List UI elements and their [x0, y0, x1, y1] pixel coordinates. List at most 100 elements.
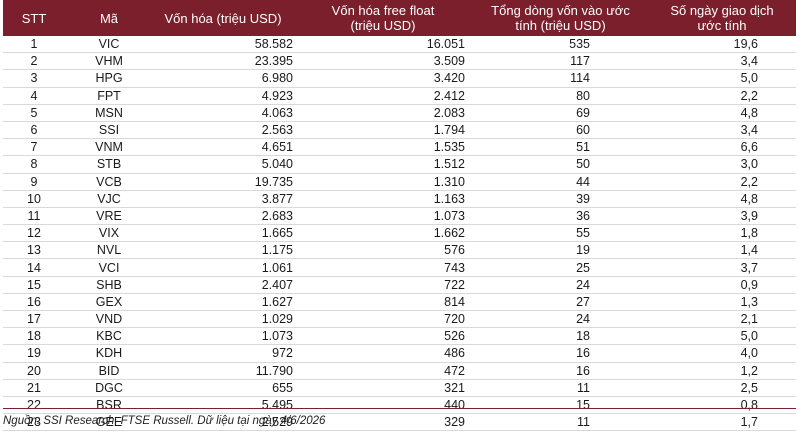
cell-ma: KDH	[65, 344, 153, 363]
cell-ma: VNM	[65, 138, 153, 157]
cell-stt: 18	[3, 327, 65, 346]
table-row: 3 HPG 6.980 3.420 114 5,0	[3, 69, 796, 88]
cell-free-float: 526	[293, 327, 473, 346]
cell-ma: HPG	[65, 69, 153, 88]
table-header-row: STT Mã Vốn hóa (triệu USD) Vốn hóa free …	[3, 0, 796, 36]
cell-von-hoa: 2.683	[153, 207, 293, 226]
header-ma: Mã	[99, 10, 119, 26]
cell-so-ngay: 2,5	[648, 379, 796, 397]
cell-dong-von: 15	[473, 396, 648, 415]
cell-von-hoa: 58.582	[153, 36, 293, 54]
cell-dong-von: 80	[473, 87, 648, 105]
header-so-ngay-line2: ước tính	[697, 18, 747, 33]
cell-dong-von: 51	[473, 138, 648, 157]
cell-von-hoa: 5.040	[153, 155, 293, 174]
table-row: 9 VCB 19.735 1.310 44 2,2	[3, 173, 796, 191]
header-free-float-line1: Vốn hóa free float	[331, 3, 435, 18]
cell-von-hoa: 6.980	[153, 69, 293, 88]
cell-stt: 20	[3, 362, 65, 380]
cell-stt: 19	[3, 344, 65, 363]
cell-dong-von: 16	[473, 362, 648, 380]
cell-dong-von: 69	[473, 104, 648, 122]
cell-so-ngay: 3,9	[648, 207, 796, 226]
table-row: 18 KBC 1.073 526 18 5,0	[3, 327, 796, 346]
cell-ma: MSN	[65, 104, 153, 122]
cell-stt: 2	[3, 52, 65, 71]
table-row: 2 VHM 23.395 3.509 117 3,4	[3, 52, 796, 71]
cell-ma: FPT	[65, 87, 153, 105]
cell-stt: 13	[3, 241, 65, 260]
cell-ma: DGC	[65, 379, 153, 397]
cell-stt: 14	[3, 258, 65, 277]
cell-von-hoa: 23.395	[153, 52, 293, 71]
cell-stt: 8	[3, 155, 65, 174]
cell-von-hoa: 1.175	[153, 241, 293, 260]
header-dong-von-line1: Tổng dòng vốn vào ước	[491, 3, 630, 18]
cell-so-ngay: 0,8	[648, 396, 796, 415]
bottom-divider	[3, 408, 796, 409]
cell-ma: VCB	[65, 173, 153, 191]
cell-free-float: 814	[293, 293, 473, 312]
cell-so-ngay: 6,6	[648, 138, 796, 157]
cell-so-ngay: 1,3	[648, 293, 796, 312]
cell-ma: NVL	[65, 241, 153, 260]
cell-stt: 21	[3, 379, 65, 397]
table-row: 6 SSI 2.563 1.794 60 3,4	[3, 121, 796, 140]
cell-dong-von: 55	[473, 224, 648, 243]
cell-stt: 11	[3, 207, 65, 226]
table-row: 20 BID 11.790 472 16 1,2	[3, 362, 796, 380]
cell-free-float: 3.420	[293, 69, 473, 88]
cell-dong-von: 24	[473, 276, 648, 294]
cell-free-float: 720	[293, 310, 473, 329]
cell-free-float: 2.083	[293, 104, 473, 122]
cell-ma: VIC	[65, 36, 153, 54]
cell-so-ngay: 1,4	[648, 241, 796, 260]
cell-so-ngay: 4,8	[648, 190, 796, 208]
cell-dong-von: 19	[473, 241, 648, 260]
cell-so-ngay: 2,2	[648, 173, 796, 191]
cell-stt: 12	[3, 224, 65, 243]
cell-ma: SSI	[65, 121, 153, 140]
cell-stt: 7	[3, 138, 65, 157]
table-row: 8 STB 5.040 1.512 50 3,0	[3, 155, 796, 174]
table-row: 7 VNM 4.651 1.535 51 6,6	[3, 138, 796, 157]
cell-ma: GEE	[65, 413, 153, 432]
cell-ma: VND	[65, 310, 153, 329]
cell-dong-von: 60	[473, 121, 648, 140]
cell-dong-von: 11	[473, 413, 648, 432]
cell-von-hoa: 4.063	[153, 104, 293, 122]
header-dong-von-line2: tính (triệu USD)	[515, 18, 606, 33]
cell-von-hoa: 5.495	[153, 396, 293, 415]
cell-dong-von: 18	[473, 327, 648, 346]
cell-dong-von: 16	[473, 344, 648, 363]
cell-so-ngay: 3,4	[648, 52, 796, 71]
cell-ma: VJC	[65, 190, 153, 208]
cell-free-float: 1.073	[293, 207, 473, 226]
source-note: Nguồn: SSI Research, FTSE Russell. Dữ li…	[3, 415, 326, 427]
cell-von-hoa: 4.651	[153, 138, 293, 157]
table-row: 17 VND 1.029 720 24 2,1	[3, 310, 796, 329]
cell-dong-von: 11	[473, 379, 648, 397]
cell-von-hoa: 2.529	[153, 413, 293, 432]
cell-dong-von: 44	[473, 173, 648, 191]
data-table: STT Mã Vốn hóa (triệu USD) Vốn hóa free …	[3, 0, 796, 432]
cell-von-hoa: 11.790	[153, 362, 293, 380]
cell-dong-von: 50	[473, 155, 648, 174]
cell-dong-von: 27	[473, 293, 648, 312]
cell-dong-von: 117	[473, 52, 648, 71]
header-dong-von: Tổng dòng vốn vào ước tính (triệu USD)	[473, 0, 648, 36]
cell-so-ngay: 0,9	[648, 276, 796, 294]
cell-dong-von: 39	[473, 190, 648, 208]
cell-von-hoa: 19.735	[153, 173, 293, 191]
table-row: 15 SHB 2.407 722 24 0,9	[3, 276, 796, 294]
header-so-ngay-line1: Số ngày giao dịch	[670, 3, 774, 18]
cell-so-ngay: 2,1	[648, 310, 796, 329]
cell-von-hoa: 3.877	[153, 190, 293, 208]
table-row: 21 DGC 655 321 11 2,5	[3, 379, 796, 397]
cell-ma: SHB	[65, 276, 153, 294]
cell-free-float: 2.412	[293, 87, 473, 105]
header-free-float-line2: (triệu USD)	[350, 18, 416, 33]
cell-stt: 22	[3, 396, 65, 415]
cell-so-ngay: 3,0	[648, 155, 796, 174]
cell-stt: 16	[3, 293, 65, 312]
